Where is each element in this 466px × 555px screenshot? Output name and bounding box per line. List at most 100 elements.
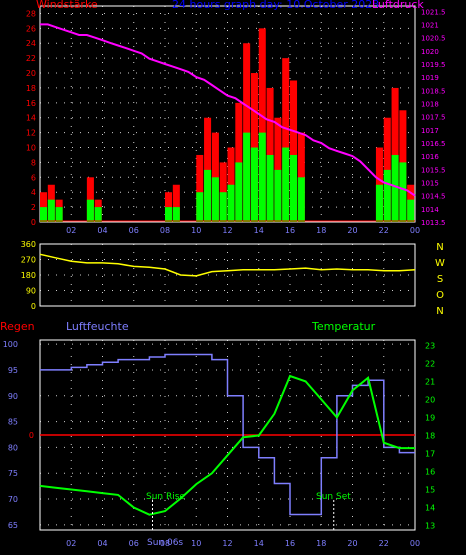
panel3-left-tick: 100 bbox=[3, 340, 18, 349]
panel3-right-tick: 15 bbox=[425, 485, 435, 494]
wind-gust-bar bbox=[172, 184, 180, 222]
panel1-left-tick: 20 bbox=[26, 69, 36, 78]
panel1-left-tick: 18 bbox=[26, 84, 36, 93]
panel3-left-tick: 80 bbox=[8, 443, 18, 452]
panel3-x-tick: 00 bbox=[410, 539, 420, 548]
panel3-x-tick: 08 bbox=[160, 539, 170, 548]
panel1-right-tick: 1016 bbox=[421, 153, 439, 161]
panel2-left-tick: 180 bbox=[21, 271, 36, 280]
panel1-left-tick: 6 bbox=[31, 173, 36, 182]
panel3-right-tick: 17 bbox=[425, 449, 435, 458]
panel1-left-tick: 0 bbox=[31, 218, 36, 227]
sunrise-label: Sun Rise bbox=[146, 492, 185, 502]
panel1-right-tick: 1017.5 bbox=[421, 114, 446, 122]
wind-avg-bar bbox=[204, 169, 212, 222]
panel3-x-tick: 22 bbox=[379, 539, 389, 548]
direction-line bbox=[39, 253, 416, 277]
panel3-x-tick: 12 bbox=[222, 539, 232, 548]
wind-avg-bar bbox=[47, 199, 55, 222]
luftfeuchte-label: Luftfeuchte bbox=[66, 320, 129, 333]
direction-letter: S bbox=[437, 274, 443, 285]
panel1-right-tick: 1014 bbox=[421, 206, 439, 214]
panel2-left-tick: 270 bbox=[21, 256, 36, 265]
windstaerke-label: Windstärke bbox=[36, 0, 98, 11]
wind-avg-bar bbox=[399, 162, 407, 222]
wind-avg-bar bbox=[290, 154, 298, 222]
panel1-x-tick: 02 bbox=[66, 226, 76, 235]
panel3-left-tick: 85 bbox=[8, 418, 18, 427]
panel1-x-tick: 16 bbox=[285, 226, 295, 235]
regen-label: Regen bbox=[0, 320, 35, 333]
panel1-left-tick: 14 bbox=[26, 114, 36, 123]
direction-letter: O bbox=[436, 290, 444, 301]
panel3-x-tick: 18 bbox=[316, 539, 326, 548]
wind-avg-bar bbox=[375, 184, 383, 222]
wind-avg-bar bbox=[243, 132, 251, 222]
panel1-x-tick: 00 bbox=[410, 226, 420, 235]
panel1-right-tick: 1017 bbox=[421, 127, 439, 135]
wind-avg-bar bbox=[235, 162, 243, 222]
panel1-x-tick: 08 bbox=[160, 226, 170, 235]
wind-avg-bar bbox=[86, 199, 94, 222]
panel3-right-tick: 23 bbox=[425, 341, 435, 350]
panel1-left-tick: 2 bbox=[31, 203, 36, 212]
panel1-right-tick: 1014.5 bbox=[421, 193, 446, 201]
wind-avg-bar bbox=[250, 147, 258, 222]
panel1-right-tick: 1018 bbox=[421, 100, 439, 108]
panel1-right-tick: 1020.5 bbox=[421, 35, 446, 43]
panel1-right-tick: 1015 bbox=[421, 179, 439, 187]
sunset-label: Sun Set bbox=[316, 492, 351, 502]
wind-avg-bar bbox=[282, 147, 290, 222]
wind-gust-bar bbox=[282, 58, 290, 222]
panel3-x-tick: 10 bbox=[191, 539, 201, 548]
wind-avg-bar bbox=[227, 184, 235, 222]
panel2-left-tick: 90 bbox=[26, 287, 36, 296]
panel1-left-tick: 12 bbox=[26, 129, 36, 138]
temperature-line bbox=[39, 374, 415, 516]
panel1-left-tick: 8 bbox=[31, 158, 36, 167]
luftdruck-label: Luftdruck bbox=[372, 0, 424, 11]
panel3-left-tick: 65 bbox=[8, 521, 18, 530]
sun-hour-label: Sun 06s bbox=[147, 538, 184, 548]
wind-gust-bar bbox=[274, 117, 282, 222]
wind-avg-bar bbox=[172, 207, 180, 222]
panel3-x-tick: 16 bbox=[285, 539, 295, 548]
panel3-left-tick: 90 bbox=[8, 392, 18, 401]
direction-letter: W bbox=[435, 258, 445, 269]
wind-avg-bar bbox=[94, 207, 102, 222]
panel3-x-tick: 14 bbox=[254, 539, 264, 548]
wind-avg-bar bbox=[40, 207, 48, 222]
panel1-left-tick: 10 bbox=[26, 144, 36, 153]
panel1-left-tick: 22 bbox=[26, 54, 36, 63]
panel1-right-tick: 1019 bbox=[421, 74, 439, 82]
panel1-right-tick: 1020 bbox=[421, 48, 439, 56]
panel2-left-tick: 360 bbox=[21, 240, 36, 249]
panel3-x-tick: 20 bbox=[347, 539, 357, 548]
panel1-left-tick: 24 bbox=[26, 39, 36, 48]
wind-gust-bar bbox=[383, 117, 391, 222]
panel1-x-tick: 12 bbox=[222, 226, 232, 235]
panel1-right-tick: 1021 bbox=[421, 21, 439, 29]
wind-avg-bar bbox=[55, 207, 63, 222]
panel1-right-tick: 1015.5 bbox=[421, 166, 446, 174]
panel3-right-tick: 22 bbox=[425, 359, 435, 368]
panel1-right-tick: 1021.5 bbox=[421, 8, 446, 16]
panel3-left-tick: 70 bbox=[8, 495, 18, 504]
panel1-right-tick: 1016.5 bbox=[421, 140, 446, 148]
panel1-right-tick: 1019.5 bbox=[421, 61, 446, 69]
wind-avg-bar bbox=[165, 207, 173, 222]
panel1-x-tick: 18 bbox=[316, 226, 326, 235]
panel1-left-tick: 16 bbox=[26, 99, 36, 108]
wind-gust-bar bbox=[196, 154, 204, 222]
chart-title: 24 hours graph day: 10.October 2023 bbox=[172, 0, 380, 11]
panel3-right-tick: 19 bbox=[425, 413, 435, 422]
panel3-right-tick: 13 bbox=[425, 521, 435, 530]
wind-avg-bar bbox=[391, 154, 399, 222]
wind-gust-bar bbox=[204, 117, 212, 222]
panel1-left-tick: 4 bbox=[31, 188, 36, 197]
panel1-left-tick: 28 bbox=[26, 9, 36, 18]
panel3-left-tick: 75 bbox=[8, 469, 18, 478]
wind-avg-bar bbox=[383, 169, 391, 222]
panel1-left-tick: 26 bbox=[26, 24, 36, 33]
